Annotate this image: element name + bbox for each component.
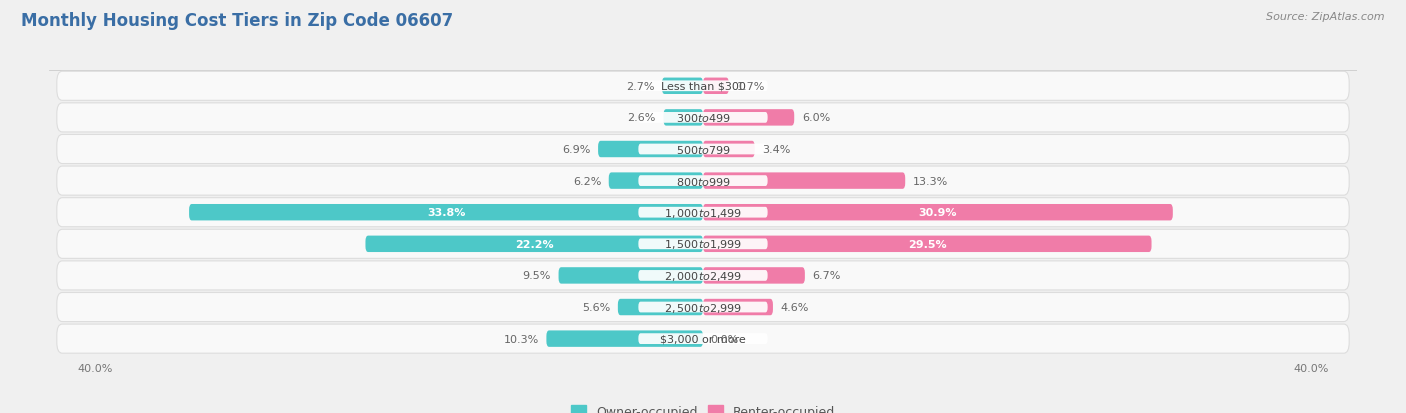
FancyBboxPatch shape bbox=[56, 167, 1350, 196]
FancyBboxPatch shape bbox=[558, 268, 703, 284]
FancyBboxPatch shape bbox=[56, 324, 1350, 353]
Text: 5.6%: 5.6% bbox=[582, 302, 610, 312]
Text: 9.5%: 9.5% bbox=[523, 271, 551, 281]
Text: 6.2%: 6.2% bbox=[572, 176, 602, 186]
FancyBboxPatch shape bbox=[56, 230, 1350, 259]
FancyBboxPatch shape bbox=[703, 204, 1173, 221]
FancyBboxPatch shape bbox=[56, 293, 1350, 322]
FancyBboxPatch shape bbox=[638, 333, 768, 344]
Text: $500 to $799: $500 to $799 bbox=[675, 144, 731, 156]
Text: Less than $300: Less than $300 bbox=[661, 82, 745, 92]
FancyBboxPatch shape bbox=[638, 239, 768, 249]
FancyBboxPatch shape bbox=[664, 110, 703, 126]
FancyBboxPatch shape bbox=[662, 78, 703, 95]
Text: 33.8%: 33.8% bbox=[427, 208, 465, 218]
Text: 2.7%: 2.7% bbox=[626, 82, 654, 92]
FancyBboxPatch shape bbox=[56, 198, 1350, 227]
Text: $800 to $999: $800 to $999 bbox=[675, 175, 731, 187]
FancyBboxPatch shape bbox=[638, 144, 768, 155]
Text: 22.2%: 22.2% bbox=[515, 239, 554, 249]
Text: $3,000 or more: $3,000 or more bbox=[661, 334, 745, 344]
Legend: Owner-occupied, Renter-occupied: Owner-occupied, Renter-occupied bbox=[571, 405, 835, 413]
Text: $1,000 to $1,499: $1,000 to $1,499 bbox=[664, 206, 742, 219]
FancyBboxPatch shape bbox=[703, 173, 905, 190]
Text: 4.6%: 4.6% bbox=[780, 302, 808, 312]
Text: 3.4%: 3.4% bbox=[762, 145, 790, 154]
Text: 10.3%: 10.3% bbox=[503, 334, 538, 344]
FancyBboxPatch shape bbox=[638, 271, 768, 281]
FancyBboxPatch shape bbox=[638, 113, 768, 123]
Text: 2.6%: 2.6% bbox=[627, 113, 655, 123]
Text: 6.0%: 6.0% bbox=[801, 113, 830, 123]
Text: 6.9%: 6.9% bbox=[562, 145, 591, 154]
FancyBboxPatch shape bbox=[638, 176, 768, 187]
FancyBboxPatch shape bbox=[703, 141, 755, 158]
FancyBboxPatch shape bbox=[703, 110, 794, 126]
FancyBboxPatch shape bbox=[703, 299, 773, 316]
FancyBboxPatch shape bbox=[56, 261, 1350, 290]
Text: Source: ZipAtlas.com: Source: ZipAtlas.com bbox=[1267, 12, 1385, 22]
FancyBboxPatch shape bbox=[617, 299, 703, 316]
FancyBboxPatch shape bbox=[638, 302, 768, 313]
FancyBboxPatch shape bbox=[547, 331, 703, 347]
FancyBboxPatch shape bbox=[609, 173, 703, 190]
FancyBboxPatch shape bbox=[638, 207, 768, 218]
FancyBboxPatch shape bbox=[56, 104, 1350, 133]
Text: 0.0%: 0.0% bbox=[710, 334, 738, 344]
Text: $2,000 to $2,499: $2,000 to $2,499 bbox=[664, 269, 742, 282]
FancyBboxPatch shape bbox=[703, 236, 1152, 252]
FancyBboxPatch shape bbox=[56, 72, 1350, 101]
FancyBboxPatch shape bbox=[366, 236, 703, 252]
FancyBboxPatch shape bbox=[703, 78, 728, 95]
Text: $300 to $499: $300 to $499 bbox=[675, 112, 731, 124]
Text: $1,500 to $1,999: $1,500 to $1,999 bbox=[664, 238, 742, 251]
FancyBboxPatch shape bbox=[703, 268, 804, 284]
FancyBboxPatch shape bbox=[188, 204, 703, 221]
Text: Monthly Housing Cost Tiers in Zip Code 06607: Monthly Housing Cost Tiers in Zip Code 0… bbox=[21, 12, 453, 30]
FancyBboxPatch shape bbox=[638, 81, 768, 92]
Text: 1.7%: 1.7% bbox=[737, 82, 765, 92]
Text: 29.5%: 29.5% bbox=[908, 239, 946, 249]
Text: 30.9%: 30.9% bbox=[918, 208, 957, 218]
Text: 6.7%: 6.7% bbox=[813, 271, 841, 281]
Text: $2,500 to $2,999: $2,500 to $2,999 bbox=[664, 301, 742, 314]
FancyBboxPatch shape bbox=[598, 141, 703, 158]
FancyBboxPatch shape bbox=[56, 135, 1350, 164]
Text: 13.3%: 13.3% bbox=[912, 176, 948, 186]
